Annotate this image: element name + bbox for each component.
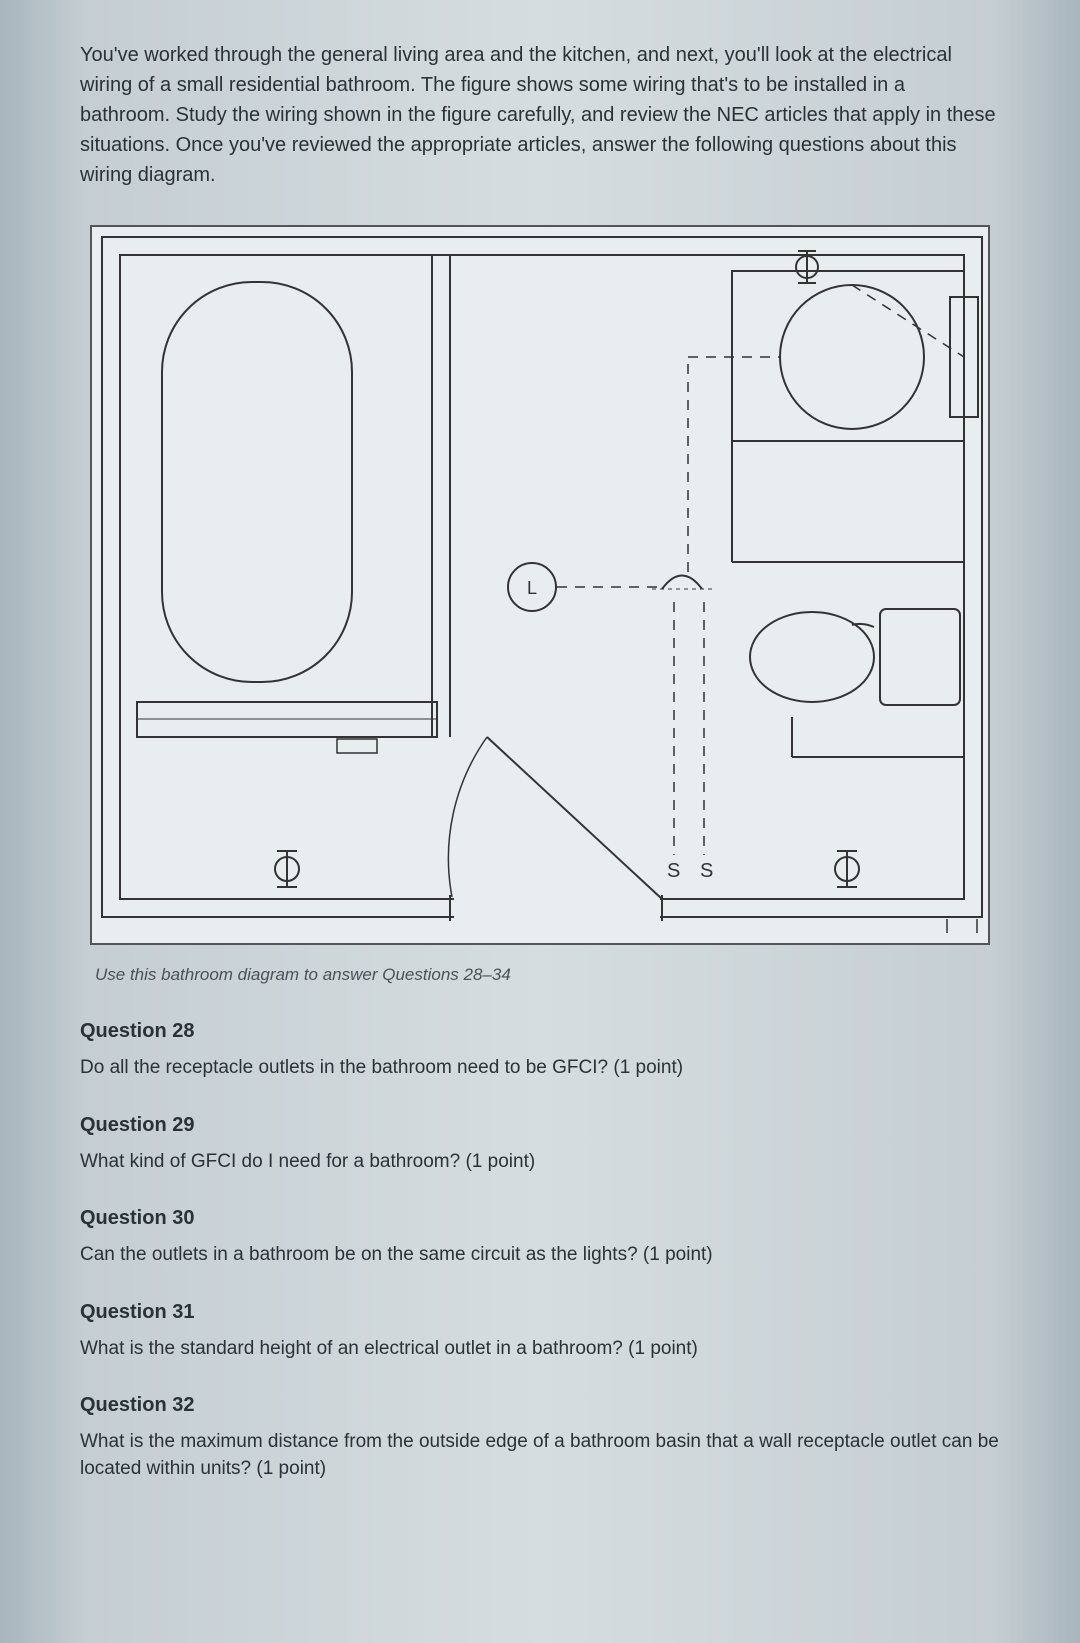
question-28: Question 28 Do all the receptacle outlet…	[80, 1020, 1000, 1082]
bathtub	[162, 282, 352, 682]
tub-control	[337, 739, 377, 753]
wiring-sink-right	[852, 285, 964, 357]
question-title: Question 29	[80, 1114, 1000, 1137]
sink-counter	[732, 271, 964, 441]
door-leaf	[487, 737, 662, 899]
question-title: Question 30	[80, 1207, 1000, 1230]
door-arc	[448, 737, 487, 897]
switch-label-2: S	[700, 860, 713, 882]
receptacle-right	[835, 851, 859, 887]
door-opening	[454, 895, 660, 921]
question-31: Question 31 What is the standard height …	[80, 1301, 1000, 1363]
page: You've worked through the general living…	[0, 0, 1080, 1643]
diagram-svg: L S	[92, 227, 992, 947]
question-title: Question 28	[80, 1020, 1000, 1043]
sink-basin	[780, 285, 924, 429]
question-29: Question 29 What kind of GFCI do I need …	[80, 1114, 1000, 1176]
question-32: Question 32 What is the maximum distance…	[80, 1394, 1000, 1482]
question-text: Can the outlets in a bathroom be on the …	[80, 1242, 1000, 1269]
outer-wall	[102, 237, 982, 917]
question-text: What kind of GFCI do I need for a bathro…	[80, 1149, 1000, 1176]
inner-wall	[120, 255, 964, 899]
diagram-caption: Use this bathroom diagram to answer Ques…	[95, 965, 1000, 985]
question-text: Do all the receptacle outlets in the bat…	[80, 1055, 1000, 1082]
question-title: Question 32	[80, 1394, 1000, 1417]
toilet-tank	[880, 609, 960, 705]
bathroom-diagram: L S	[90, 225, 990, 945]
switch-label-1: S	[667, 860, 680, 882]
receptacle-left	[275, 851, 299, 887]
fan-symbol	[662, 576, 702, 590]
question-text: What is the standard height of an electr…	[80, 1336, 1000, 1363]
question-title: Question 31	[80, 1301, 1000, 1324]
intro-paragraph: You've worked through the general living…	[80, 40, 1000, 190]
question-30: Question 30 Can the outlets in a bathroo…	[80, 1207, 1000, 1269]
question-text: What is the maximum distance from the ou…	[80, 1429, 1000, 1482]
light-label: L	[527, 578, 537, 598]
toilet-seat	[750, 612, 874, 702]
